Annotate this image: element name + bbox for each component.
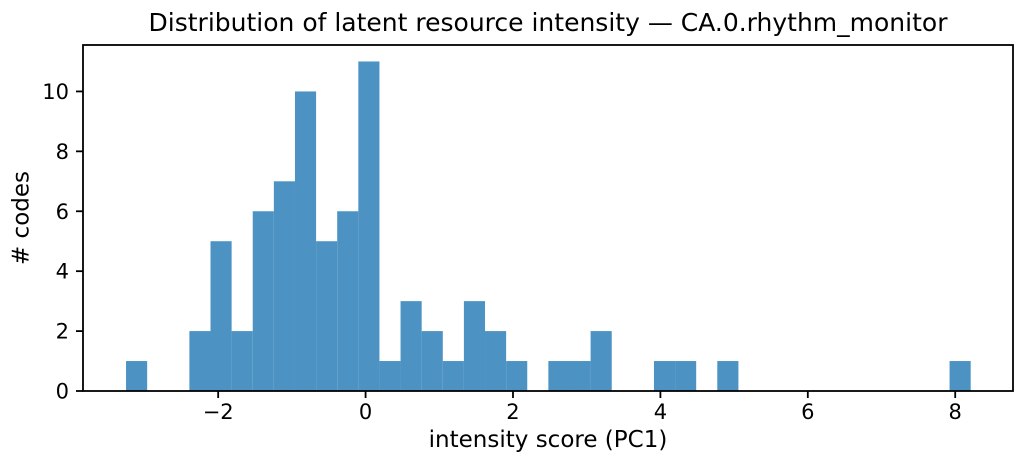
x-tick-label: 6 [801, 400, 814, 424]
x-tick-label: 2 [506, 400, 519, 424]
histogram-bar [569, 361, 591, 391]
y-tick-label: 6 [56, 200, 69, 224]
histogram-bar [294, 91, 317, 392]
histogram-bar [463, 301, 486, 391]
x-tick-label: 8 [949, 400, 962, 424]
histogram-bar [400, 301, 422, 391]
chart-title: Distribution of latent resource intensit… [148, 8, 948, 37]
x-axis-label: intensity score (PC1) [428, 427, 668, 453]
histogram-bar [252, 211, 274, 391]
histogram-bar [337, 211, 359, 391]
y-tick-label: 2 [56, 320, 69, 344]
histogram-bar [949, 361, 971, 391]
histogram-bar [231, 331, 253, 391]
histogram-bar [210, 241, 232, 391]
histogram-bar [273, 181, 295, 391]
y-tick-label: 8 [56, 140, 69, 164]
histogram-bar [590, 331, 612, 391]
x-tick-label: 0 [359, 400, 372, 424]
histogram-bar [442, 361, 464, 391]
histogram-bar [675, 361, 697, 391]
histogram-bar [189, 331, 211, 391]
y-tick-label: 0 [56, 380, 69, 404]
histogram-bar [379, 361, 401, 391]
histogram-bar [316, 241, 338, 391]
histogram-bar [358, 61, 380, 391]
histogram-bar [548, 361, 570, 391]
histogram-bar [421, 331, 443, 391]
plot-spines [82, 44, 1014, 392]
y-tick-label: 4 [56, 260, 69, 284]
histogram-bar [506, 361, 528, 391]
histogram-bar [485, 331, 507, 391]
histogram-bar [653, 361, 676, 391]
y-tick-label: 10 [42, 80, 69, 104]
histogram-bar [126, 361, 148, 391]
x-tick-label: 4 [654, 400, 667, 424]
x-tick-label: −2 [203, 400, 234, 424]
histogram-bar [717, 361, 739, 391]
